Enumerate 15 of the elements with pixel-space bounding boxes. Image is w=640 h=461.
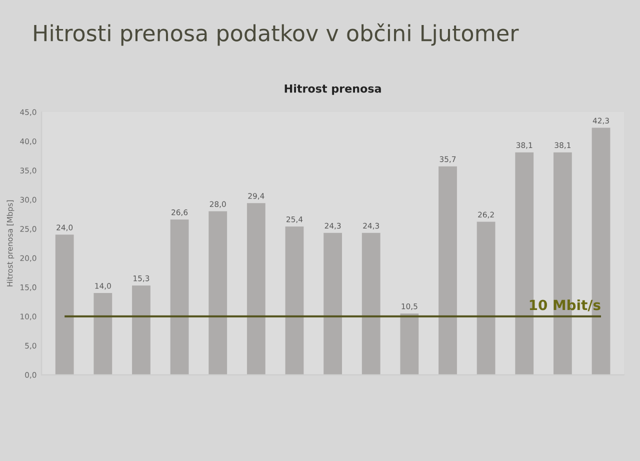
chart-title: Hitrosti prenosa podatkov v občini Ljutomer (34, 23, 519, 46)
bar (476, 222, 496, 375)
bar (132, 285, 150, 375)
bar (285, 226, 304, 375)
bar (55, 234, 74, 375)
bar (324, 232, 342, 375)
bar (208, 211, 228, 375)
ref-line-label: 10 Mbit/s (530, 299, 600, 312)
bar (362, 232, 380, 375)
bar (94, 293, 112, 375)
chart-subtitle: Hitrost prenosa (284, 84, 381, 95)
bar (438, 166, 457, 375)
bar (170, 219, 189, 375)
bar (246, 203, 266, 375)
bar (400, 313, 419, 375)
